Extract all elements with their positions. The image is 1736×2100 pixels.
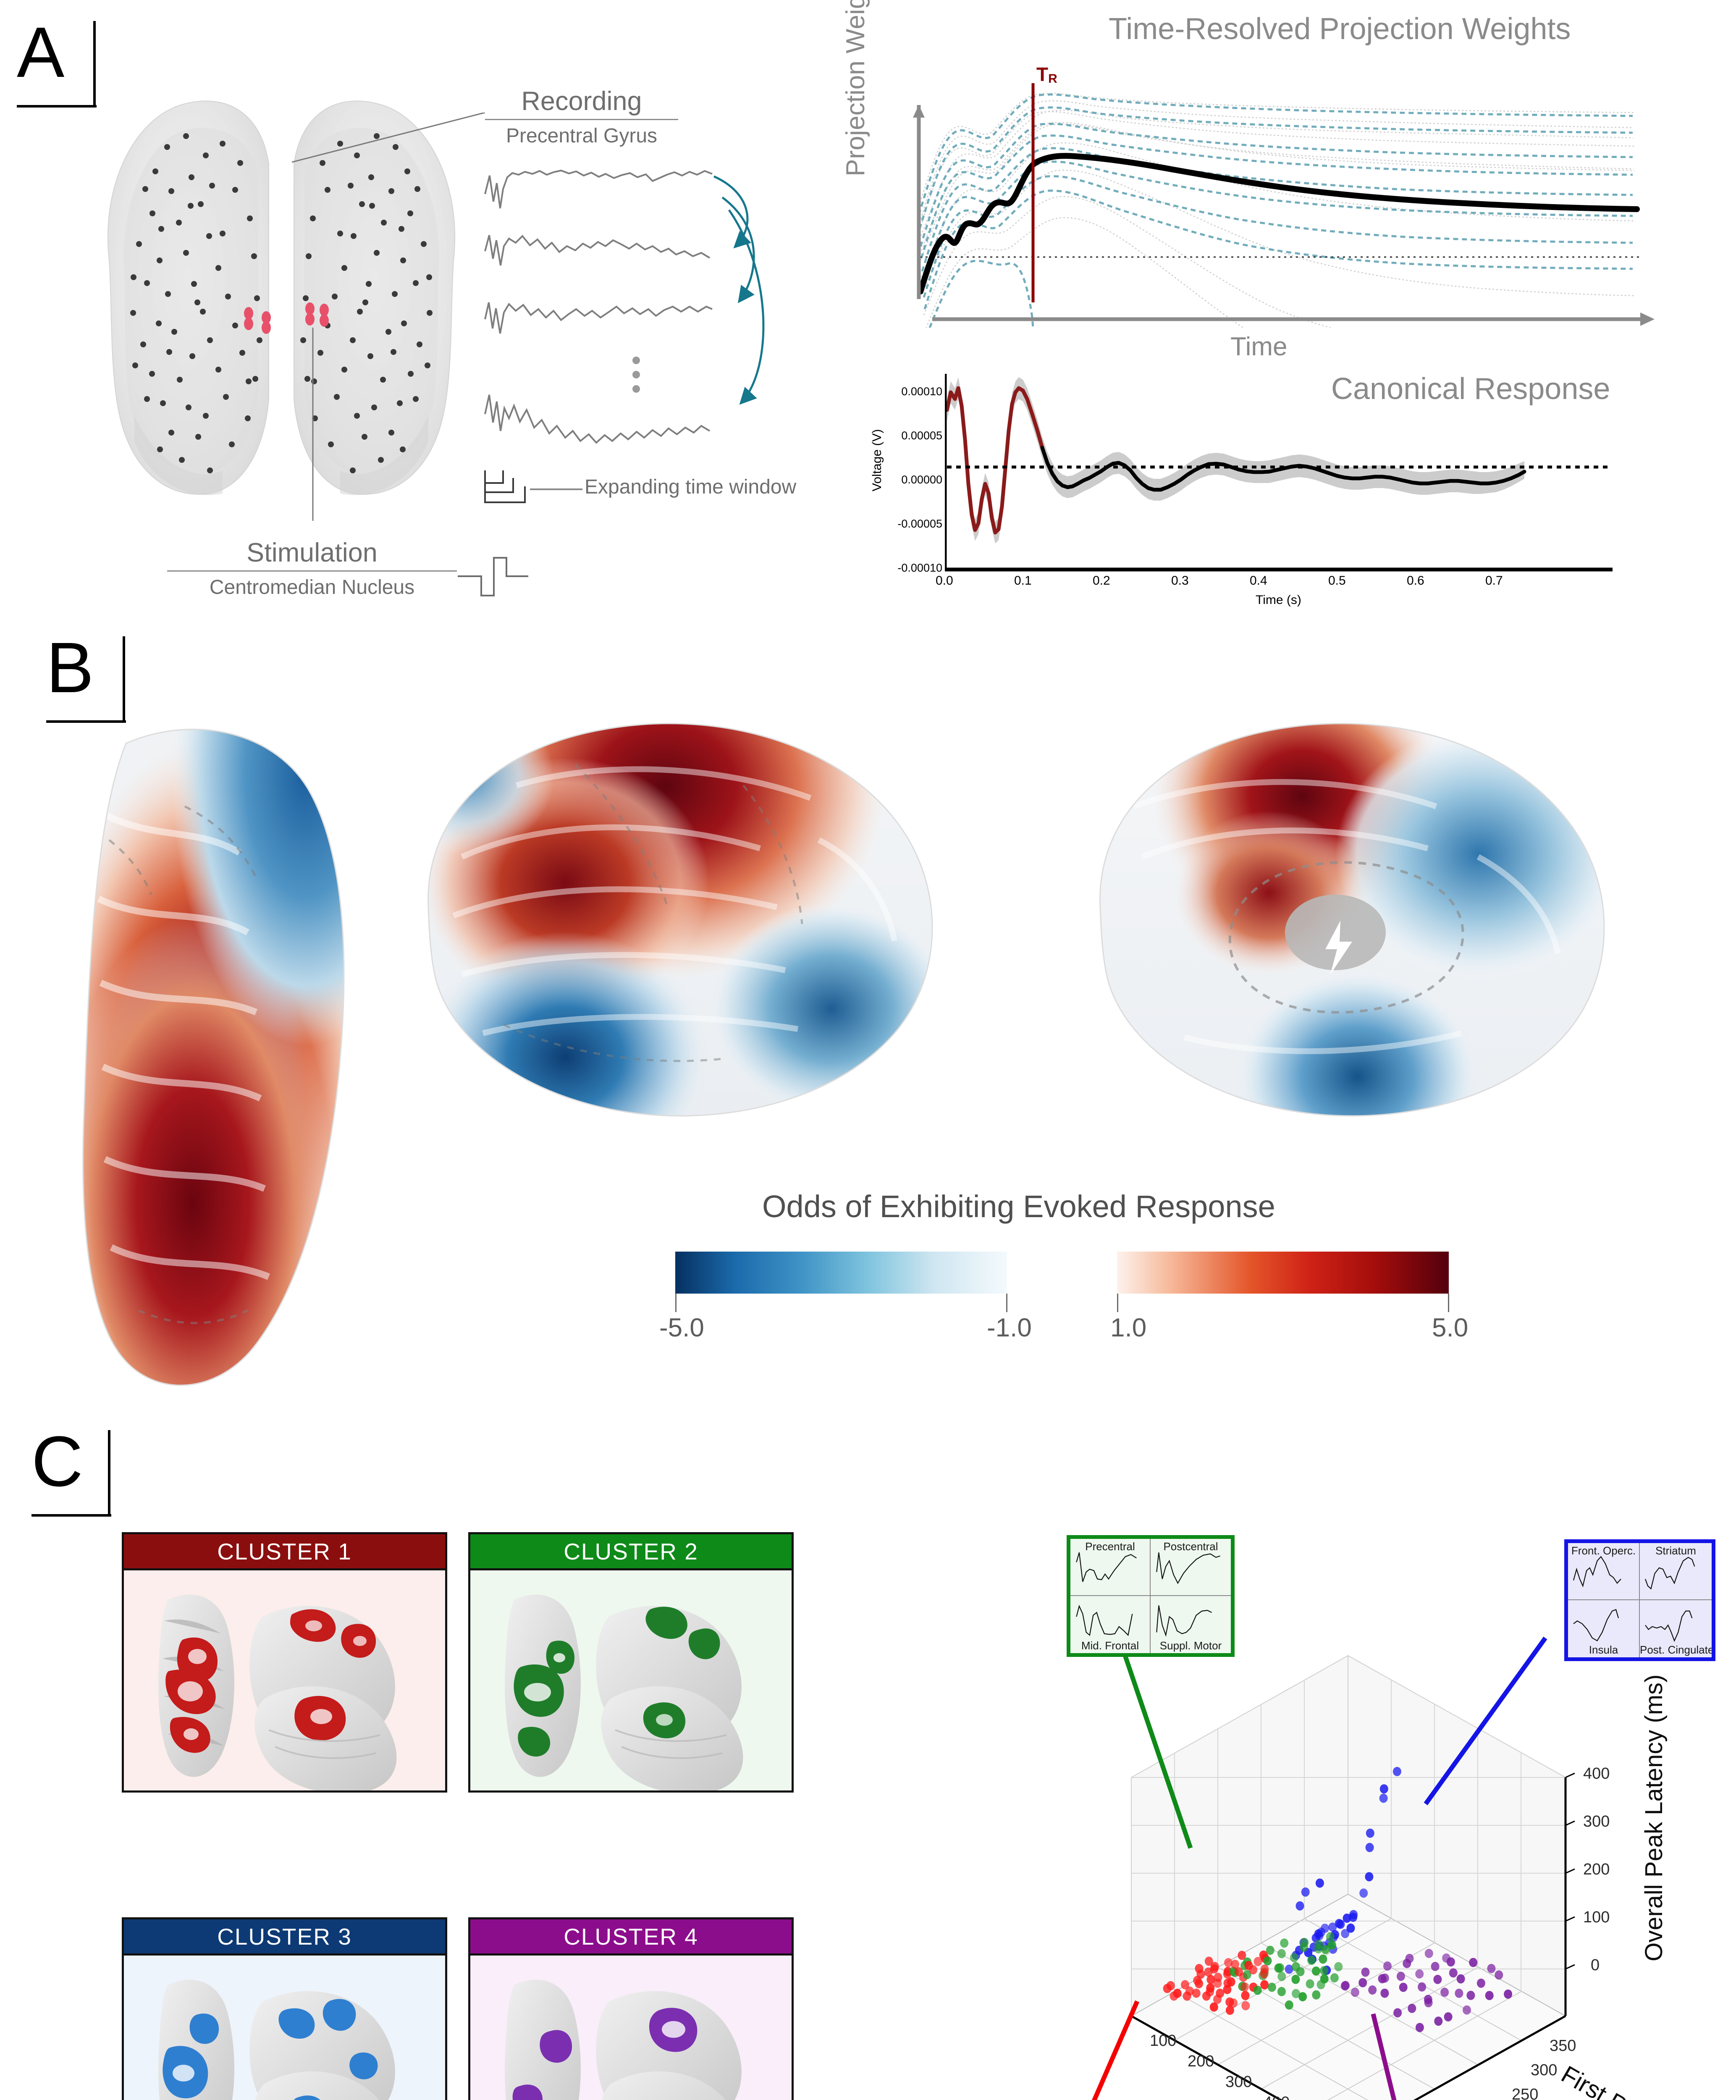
inset-blue-cell-tr: Striatum [1640,1543,1712,1600]
cluster-4-label: CLUSTER 4 [564,1923,698,1950]
cluster-3-label: CLUSTER 3 [217,1923,352,1950]
cluster-card-4[interactable]: CLUSTER 4 [468,1917,794,2100]
cluster-1-label: CLUSTER 1 [217,1538,352,1565]
ytick-4: -0.00010 [897,562,942,575]
inset-blue-cell-br: Post. Cingulate [1640,1600,1712,1657]
inset-green-cell-tr: Postcentral [1151,1539,1231,1596]
inset-green-label-br: Suppl. Motor [1151,1639,1231,1652]
ytick-1: 0.00005 [901,429,942,442]
ytick-2: 0.00000 [901,473,942,486]
cluster-4-body [470,1956,792,2100]
projection-ylabel: Projection Weight [841,0,871,176]
expanding-window-leader [530,488,582,491]
cluster-2-header: CLUSTER 2 [470,1534,792,1570]
inset-green-cell-br: Suppl. Motor [1151,1596,1231,1653]
xtick-5: 0.5 [1328,574,1346,588]
cluster-1-body [124,1570,445,1790]
inset-green-cell-bl: Mid. Frontal [1070,1596,1151,1653]
expanding-window-label: Expanding time window [585,475,796,499]
colorbar-title: Odds of Exhibiting Evoked Response [762,1189,1275,1224]
cluster-1-header: CLUSTER 1 [124,1534,445,1570]
brain-surface-dorsal [59,689,412,1403]
canonical-yticks: 0.00010 0.00005 0.00000 -0.00005 -0.0001… [879,391,942,567]
xtick-3: 0.3 [1171,574,1189,588]
colorbar-neg-tick-min [675,1294,677,1312]
colorbar-neg-max: -1.0 [987,1313,1032,1343]
xtick-4: 0.4 [1250,574,1267,588]
panel-c-letter: C [31,1426,83,1497]
colorbar-neg-min: -5.0 [659,1313,704,1343]
projection-arrows [689,168,815,462]
cluster-4-header: CLUSTER 4 [470,1919,792,1956]
cluster-2-body [470,1570,792,1790]
brain-surface-lateral [399,680,953,1163]
canonical-response-plot [945,374,1625,592]
xtick-2: 0.2 [1093,574,1110,588]
recording-label-group: Recording Precentral Gyrus [485,86,678,147]
stimulation-label-group: Stimulation Centromedian Nucleus [167,538,457,599]
projection-xlabel: Time [1230,332,1287,362]
cluster-3-header: CLUSTER 3 [124,1919,445,1956]
xtick-1: 0.1 [1014,574,1032,588]
inset-green-cell-tl: Precentral [1070,1539,1151,1596]
inset-green-label-bl: Mid. Frontal [1070,1639,1150,1652]
xtick-6: 0.6 [1407,574,1424,588]
colorbar-pos-tick-min [1117,1294,1118,1312]
colorbar-negative [675,1252,1007,1294]
colorbar-neg-tick-max [1006,1294,1007,1312]
colorbar-pos-max: 5.0 [1432,1313,1468,1343]
stimulation-title: Stimulation [167,538,457,568]
colorbar-pos-tick-max [1448,1294,1449,1312]
cluster-card-1[interactable]: CLUSTER 1 [122,1532,447,1793]
stimulation-subtitle: Centromedian Nucleus [167,576,457,599]
inset-green[interactable]: Precentral Postcentral Mid. Frontal Supp… [1067,1535,1235,1657]
projection-weights-plot [865,42,1730,328]
inset-blue-cell-bl: Insula [1568,1600,1640,1657]
inset-blue-cell-tl: Front. Operc. [1568,1543,1640,1600]
recording-title: Recording [485,86,678,116]
panel-a-letter: A [17,17,64,88]
stimulation-divider [167,570,457,572]
inset-blue[interactable]: Front. Operc. Striatum Insula Post. Cing… [1564,1539,1715,1661]
cluster-card-2[interactable]: CLUSTER 2 [468,1532,794,1793]
xtick-7: 0.7 [1485,574,1503,588]
panel-c-label: C [31,1426,111,1527]
xtick-0: 0.0 [936,574,953,588]
recording-divider [485,119,678,120]
cluster-2-label: CLUSTER 2 [564,1538,698,1565]
cluster-card-3[interactable]: CLUSTER 3 [122,1917,447,2100]
tr-marker-label: TR [1036,63,1057,86]
stimulation-leader-line [311,328,315,521]
ytick-0: 0.00010 [901,385,942,398]
ytick-3: -0.00005 [897,517,942,530]
recording-leader-line [292,113,489,163]
projection-plot-title: Time-Resolved Projection Weights [1109,12,1571,46]
colorbar-pos-min: 1.0 [1110,1313,1146,1343]
recording-subtitle: Precentral Gyrus [485,124,678,147]
stimulation-pulse-icon [458,550,567,609]
inset-blue-label-bl: Insula [1568,1643,1639,1656]
brain-surface-medial [1058,680,1613,1163]
colorbar-positive [1117,1252,1449,1294]
inset-blue-label-br: Post. Cingulate [1640,1643,1712,1656]
cluster-3-body [124,1956,445,2100]
canonical-xlabel: Time (s) [1256,593,1301,607]
